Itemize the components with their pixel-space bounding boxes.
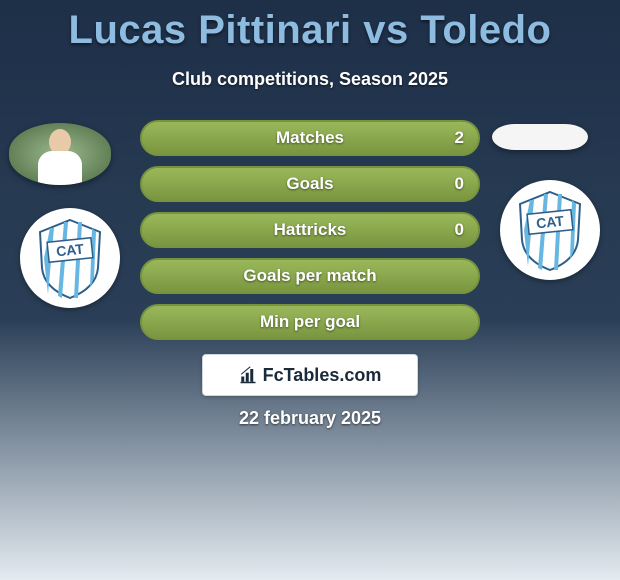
stats-container: Matches 2 Goals 0 Hattricks 0 Goals per …: [140, 120, 480, 350]
club-badge-left: CAT: [20, 208, 120, 308]
svg-text:CAT: CAT: [535, 213, 565, 232]
stat-row-goals: Goals 0: [140, 166, 480, 202]
stat-row-matches: Matches 2: [140, 120, 480, 156]
stat-row-hattricks: Hattricks 0: [140, 212, 480, 248]
bar-chart-icon: [239, 366, 257, 384]
stat-value-right: 2: [455, 128, 464, 148]
page-title: Lucas Pittinari vs Toledo: [0, 0, 620, 53]
stat-label: Goals per match: [243, 266, 376, 286]
stat-row-min-per-goal: Min per goal: [140, 304, 480, 340]
source-badge: FcTables.com: [202, 354, 418, 396]
stat-label: Min per goal: [260, 312, 360, 332]
stat-label: Hattricks: [274, 220, 347, 240]
stat-row-goals-per-match: Goals per match: [140, 258, 480, 294]
footer-date: 22 february 2025: [0, 408, 620, 429]
stat-label: Matches: [276, 128, 344, 148]
stat-value-right: 0: [455, 220, 464, 240]
player-right-avatar: [492, 124, 588, 150]
source-label: FcTables.com: [263, 365, 382, 386]
stat-value-right: 0: [455, 174, 464, 194]
club-badge-right: CAT: [500, 180, 600, 280]
svg-text:CAT: CAT: [55, 241, 85, 260]
player-left-avatar: [9, 123, 111, 185]
stat-label: Goals: [286, 174, 333, 194]
page-subtitle: Club competitions, Season 2025: [0, 69, 620, 90]
